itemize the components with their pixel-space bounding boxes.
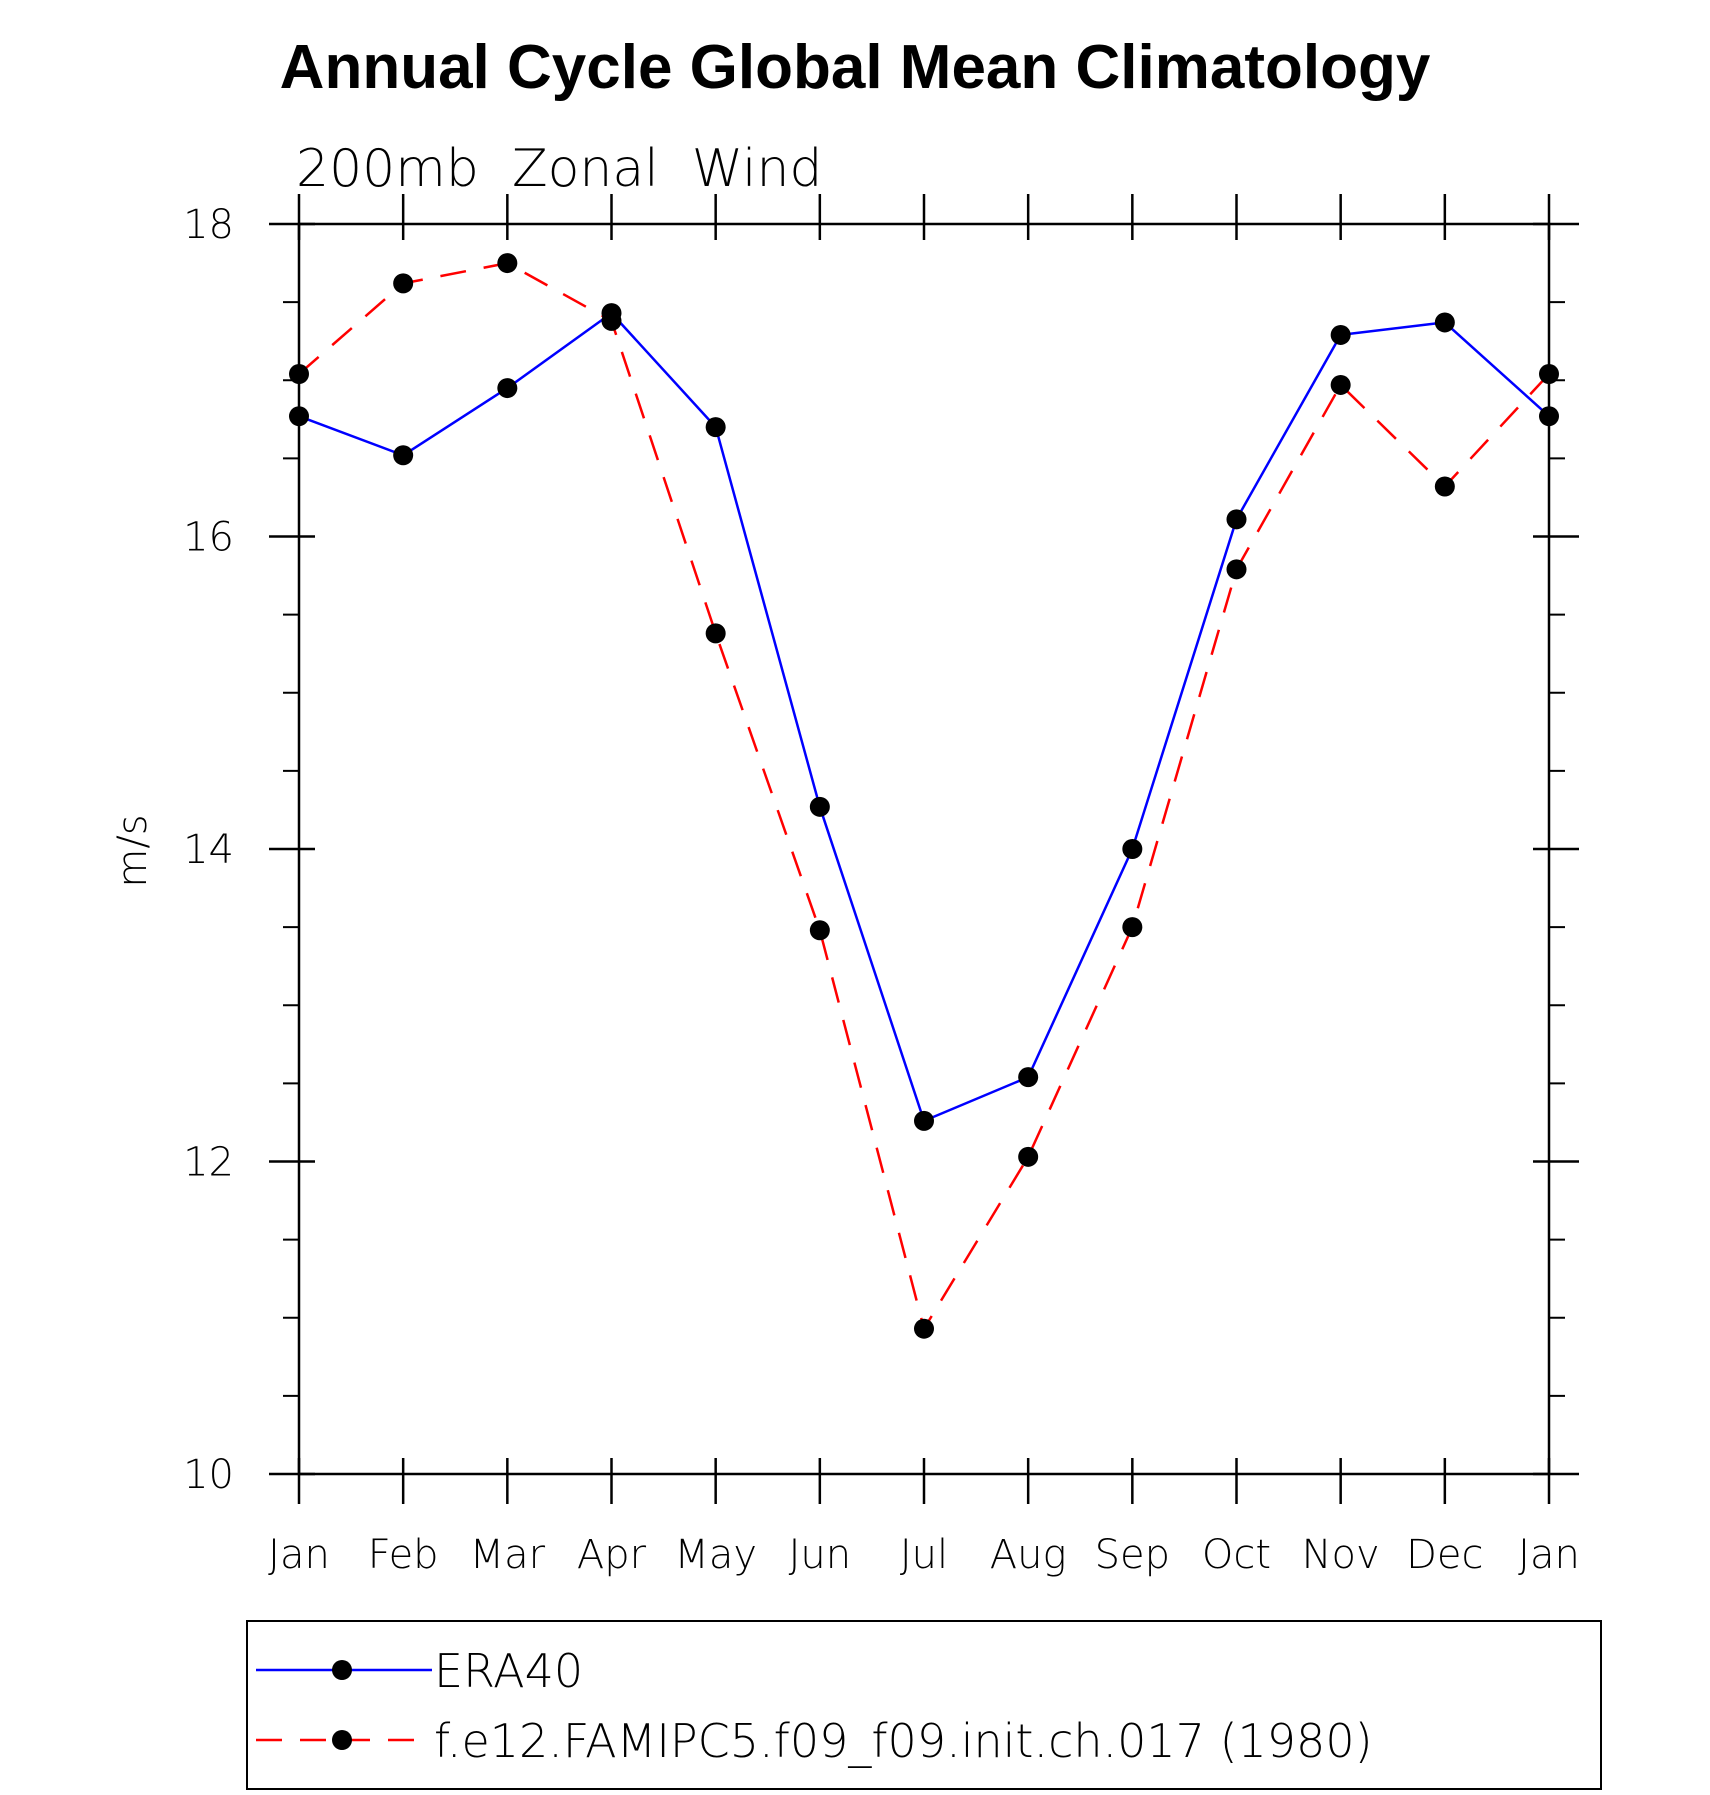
- series-1-point: [914, 1318, 934, 1339]
- y-tick-label: 16: [183, 515, 234, 561]
- series-0-point: [289, 406, 309, 427]
- y-tick-label: 10: [183, 1452, 234, 1498]
- x-tick-label: Feb: [368, 1532, 439, 1578]
- plot-area: Jan Feb Mar Apr May Jun Jul Aug Sep Oct Nov Dec Jan 1…: [183, 194, 1580, 1578]
- series-1-point: [809, 920, 830, 941]
- x-tick-label: Jul: [900, 1532, 948, 1578]
- series-0-point: [393, 445, 414, 466]
- series-0-point: [497, 378, 518, 399]
- x-tick-label: Sep: [1095, 1532, 1170, 1578]
- series-1-point: [1226, 559, 1247, 580]
- series-0-point: [1434, 312, 1455, 333]
- series-line-0: [298, 311, 1550, 1123]
- plot-frame: [297, 222, 1551, 1476]
- x-tick-label: Mar: [470, 1532, 546, 1578]
- series-0-point: [1018, 1067, 1039, 1088]
- y-tick-label: 18: [183, 202, 234, 248]
- series-1-point: [497, 253, 518, 274]
- series-1-point: [1018, 1146, 1039, 1167]
- series-1-point: [1122, 917, 1143, 938]
- x-tick-label: May: [674, 1532, 757, 1578]
- y-tick-label: 12: [183, 1140, 234, 1186]
- y-axis-label: m/s: [110, 814, 156, 887]
- legend-label-0: ERA40: [434, 1644, 583, 1698]
- x-tick-label: Dec: [1406, 1532, 1483, 1578]
- legend-box: [246, 1620, 1602, 1790]
- series-0-point: [914, 1110, 934, 1131]
- series-0-point: [1226, 509, 1247, 530]
- legend: ERA40 f.e12.FAMIPC5.f09_f09.init.ch.017 (…: [246, 1620, 1602, 1790]
- x-tick-label: Jan: [1518, 1532, 1580, 1578]
- x-tick-label: Nov: [1302, 1532, 1380, 1578]
- chart-subtitle: 200mb Zonal Wind: [296, 139, 822, 199]
- legend-marker-0: [332, 1660, 352, 1680]
- series-1-point: [1434, 476, 1455, 497]
- series-0-point: [1122, 839, 1143, 859]
- series-1-point: [1539, 364, 1559, 384]
- series-1-point: [705, 623, 726, 644]
- legend-marker-1: [332, 1730, 352, 1750]
- series-0-point: [705, 417, 726, 438]
- series-0-point: [1539, 406, 1559, 427]
- series-1-point: [289, 364, 309, 384]
- chart-title: Annual Cycle Global Mean Climatology: [280, 33, 1431, 102]
- x-tick-label: Aug: [990, 1532, 1067, 1578]
- x-tick-label: Apr: [577, 1532, 647, 1578]
- series-1-point: [601, 310, 622, 331]
- series-1-point: [393, 273, 414, 294]
- series-line-1: [298, 261, 1550, 1330]
- legend-label-1: f.e12.FAMIPC5.f09_f09.init.ch.017 (1980): [434, 1714, 1373, 1768]
- series-0-point: [809, 796, 830, 817]
- y-tick-label: 14: [183, 827, 234, 873]
- x-tick-label: Oct: [1202, 1532, 1271, 1578]
- series-1-point: [1330, 374, 1351, 395]
- series-0-point: [1330, 324, 1351, 345]
- x-tick-label: Jun: [789, 1532, 852, 1578]
- x-tick-label: Jan: [268, 1532, 330, 1578]
